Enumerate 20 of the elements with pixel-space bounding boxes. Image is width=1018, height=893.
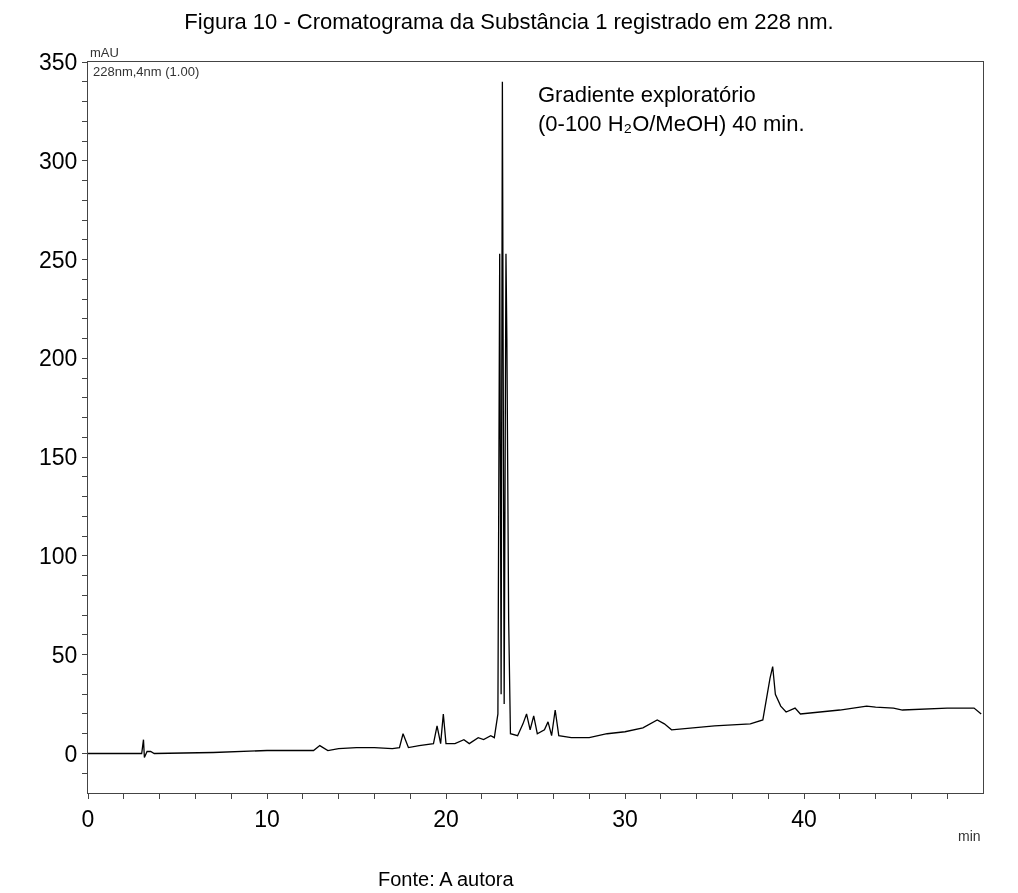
y-tick-label: 350 — [39, 49, 78, 76]
x-axis-title: min — [958, 828, 981, 844]
chart-title: Figura 10 - Cromatograma da Substância 1 registrado em 228 nm. — [184, 8, 834, 34]
y-tick-label: 150 — [39, 444, 78, 471]
line-series — [88, 81, 982, 759]
y-tick-label: 300 — [39, 147, 78, 174]
source-note: Fonte: A autora — [378, 868, 515, 890]
y-tick-label: 0 — [64, 740, 78, 767]
x-tick-label: 40 — [791, 805, 817, 832]
x-tick-label: 20 — [433, 805, 459, 832]
x-tick-label: 10 — [254, 805, 280, 832]
annotation: 228nm,4nm (1.00) — [93, 64, 200, 79]
x-tick-label: 30 — [612, 805, 638, 832]
y-tick-label: 250 — [39, 246, 78, 273]
y-tick-label: 100 — [39, 542, 78, 569]
y-tick-label: 50 — [51, 641, 78, 668]
x-tick-label: 0 — [81, 805, 95, 832]
y-tick-label: 200 — [39, 345, 78, 372]
annotation: Gradiente exploratório (0-100 H₂O/MeOH) 40 min. — [538, 82, 805, 136]
y-axis-title: mAU — [90, 45, 119, 60]
